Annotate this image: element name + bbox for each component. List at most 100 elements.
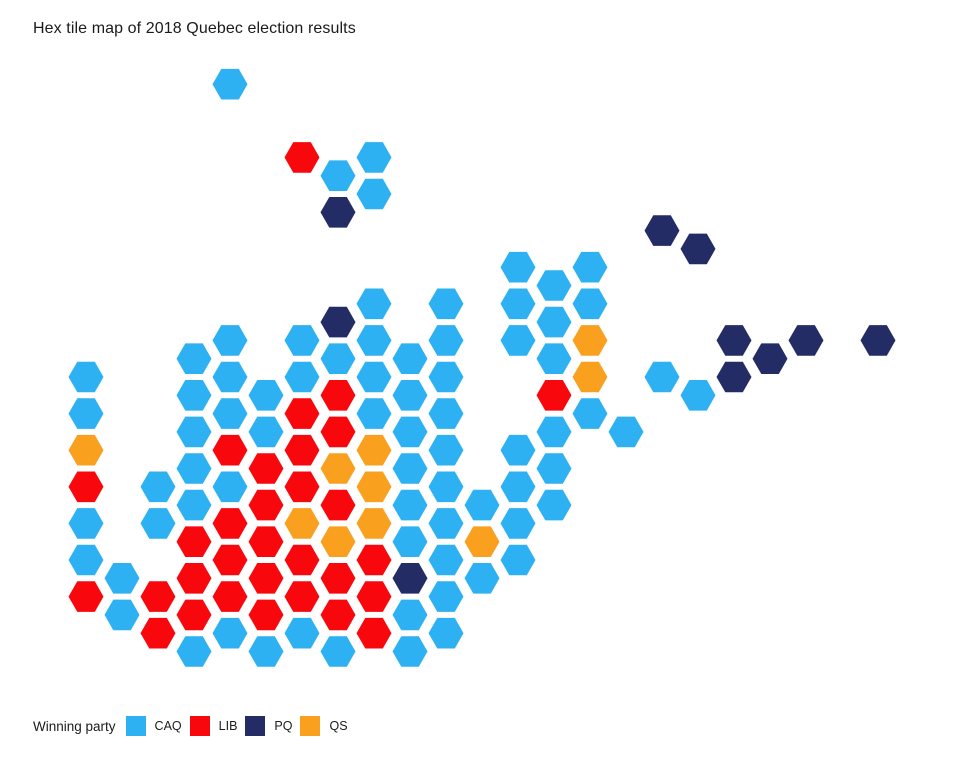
hex-tile-pq bbox=[716, 361, 752, 393]
hex-tile-caq bbox=[320, 160, 356, 191]
hex-tile-caq bbox=[428, 617, 464, 649]
hex-tile-qs bbox=[320, 526, 356, 557]
hex-tile-caq bbox=[212, 68, 248, 100]
hex-tile-caq bbox=[176, 343, 212, 374]
hex-tile-caq bbox=[140, 471, 176, 503]
hex-tile-caq bbox=[536, 306, 572, 338]
hex-tile-lib bbox=[536, 380, 572, 411]
hex-tile-qs bbox=[68, 434, 104, 466]
hex-tile-caq bbox=[464, 489, 500, 521]
hex-tile-pq bbox=[860, 325, 896, 356]
hex-tile-pq bbox=[680, 233, 716, 265]
hex-tile-caq bbox=[68, 361, 104, 393]
hex-tile-caq bbox=[572, 251, 608, 283]
hex-tile-caq bbox=[536, 489, 572, 521]
hex-tile-caq bbox=[392, 636, 428, 667]
hex-tile-lib bbox=[176, 599, 212, 631]
hex-tile-qs bbox=[356, 471, 392, 503]
hex-tile-caq bbox=[464, 563, 500, 594]
hex-tile-caq bbox=[536, 416, 572, 448]
hex-tile-caq bbox=[392, 599, 428, 631]
hex-tile-lib bbox=[284, 142, 320, 173]
legend-swatch-qs bbox=[300, 716, 321, 736]
hex-tile-caq bbox=[428, 361, 464, 393]
hex-tile-lib bbox=[212, 434, 248, 466]
hex-tile-lib bbox=[176, 563, 212, 594]
hex-tile-caq bbox=[176, 489, 212, 521]
hex-tile-caq bbox=[392, 343, 428, 374]
hex-tile-lib bbox=[248, 489, 284, 521]
legend-label-qs: QS bbox=[329, 719, 348, 733]
hex-tile-lib bbox=[248, 599, 284, 631]
legend-item-caq: CAQ bbox=[125, 716, 182, 736]
hex-tile-caq bbox=[428, 581, 464, 612]
hex-tile-caq bbox=[500, 508, 536, 539]
hex-tile-caq bbox=[428, 544, 464, 576]
hex-tile-caq bbox=[536, 270, 572, 301]
hex-tile-lib bbox=[248, 563, 284, 594]
hex-tile-caq bbox=[212, 471, 248, 503]
hex-tile-caq bbox=[284, 325, 320, 356]
hex-tile-caq bbox=[320, 343, 356, 374]
hex-tile-pq bbox=[644, 215, 680, 246]
hex-tile-lib bbox=[284, 398, 320, 429]
hex-tile-qs bbox=[320, 453, 356, 484]
hex-tile-qs bbox=[356, 434, 392, 466]
hex-tile-lib bbox=[212, 544, 248, 576]
hex-tile-lib bbox=[320, 599, 356, 631]
hex-tile-caq bbox=[428, 325, 464, 356]
legend: Winning party CAQ LIB PQ QS bbox=[33, 716, 356, 736]
hex-tile-caq bbox=[572, 398, 608, 429]
hex-tile-qs bbox=[572, 361, 608, 393]
hex-tile-caq bbox=[356, 398, 392, 429]
hex-tile-caq bbox=[500, 325, 536, 356]
hex-tile-caq bbox=[500, 544, 536, 576]
hex-tile-pq bbox=[320, 197, 356, 228]
hex-tile-caq bbox=[428, 288, 464, 320]
hex-tile-caq bbox=[392, 526, 428, 557]
legend-swatch-pq bbox=[245, 716, 266, 736]
hex-tile-qs bbox=[464, 526, 500, 557]
hex-tile-caq bbox=[428, 434, 464, 466]
hex-tile-caq bbox=[176, 380, 212, 411]
hex-tile-lib bbox=[320, 380, 356, 411]
hex-tile-caq bbox=[248, 380, 284, 411]
hex-tile-lib bbox=[356, 581, 392, 612]
hex-tile-caq bbox=[536, 453, 572, 484]
hex-tile-caq bbox=[500, 471, 536, 503]
hex-tile-lib bbox=[284, 544, 320, 576]
legend-item-lib: LIB bbox=[189, 716, 237, 736]
hex-tile-pq bbox=[788, 325, 824, 356]
hex-tile-caq bbox=[356, 361, 392, 393]
hex-tile-caq bbox=[644, 361, 680, 393]
hex-tile-lib bbox=[284, 581, 320, 612]
hex-tile-caq bbox=[212, 398, 248, 429]
legend-label-pq: PQ bbox=[274, 719, 293, 733]
hex-tile-qs bbox=[284, 508, 320, 539]
hex-tile-caq bbox=[608, 416, 644, 448]
hex-tile-caq bbox=[176, 636, 212, 667]
hex-tile-caq bbox=[140, 508, 176, 539]
hex-tile-caq bbox=[284, 617, 320, 649]
hex-tile-caq bbox=[104, 599, 140, 631]
hex-tile-caq bbox=[428, 508, 464, 539]
hex-tile-caq bbox=[392, 489, 428, 521]
hex-tile-lib bbox=[356, 544, 392, 576]
hex-tile-caq bbox=[392, 453, 428, 484]
legend-title: Winning party bbox=[33, 718, 116, 734]
hex-tile-caq bbox=[284, 361, 320, 393]
hex-tile-caq bbox=[392, 416, 428, 448]
hex-tile-lib bbox=[176, 526, 212, 557]
hex-tile-caq bbox=[536, 343, 572, 374]
hex-tile-pq bbox=[716, 325, 752, 356]
hex-tile-qs bbox=[572, 325, 608, 356]
hex-tile-caq bbox=[356, 178, 392, 210]
hex-tile-caq bbox=[428, 398, 464, 429]
hex-tile-caq bbox=[212, 361, 248, 393]
hex-tile-caq bbox=[500, 288, 536, 320]
hex-tile-caq bbox=[320, 636, 356, 667]
chart-title: Hex tile map of 2018 Quebec election res… bbox=[33, 20, 356, 37]
hex-tile-lib bbox=[140, 617, 176, 649]
hex-tile-caq bbox=[500, 251, 536, 283]
hex-tile-lib bbox=[248, 526, 284, 557]
